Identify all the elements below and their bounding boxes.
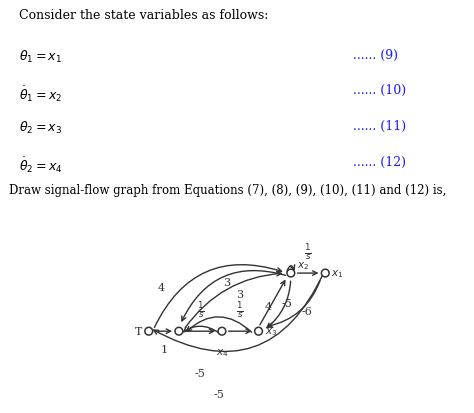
Circle shape: [175, 328, 183, 335]
Circle shape: [255, 328, 263, 335]
Text: -5: -5: [281, 298, 292, 308]
Text: Draw signal-flow graph from Equations (7), (8), (9), (10), (11) and (12) is,: Draw signal-flow graph from Equations (7…: [9, 183, 447, 196]
Text: 3: 3: [223, 278, 230, 287]
Text: $x_3$: $x_3$: [264, 325, 277, 337]
Text: 1: 1: [160, 344, 167, 354]
Text: 3: 3: [237, 289, 244, 299]
Text: T: T: [135, 326, 142, 336]
Text: $\dot{\theta}_1 = x_2$: $\dot{\theta}_1 = x_2$: [19, 84, 62, 104]
Circle shape: [287, 270, 295, 277]
Text: $x_2$: $x_2$: [297, 259, 309, 271]
Text: ...... (10): ...... (10): [353, 84, 406, 97]
Text: $\theta_2 = x_3$: $\theta_2 = x_3$: [19, 120, 62, 135]
Text: $\frac{1}{s}$: $\frac{1}{s}$: [304, 242, 312, 263]
FancyArrowPatch shape: [287, 265, 295, 271]
FancyArrowPatch shape: [182, 271, 285, 321]
Text: $\theta_1 = x_1$: $\theta_1 = x_1$: [19, 48, 62, 64]
FancyArrowPatch shape: [155, 265, 282, 328]
Text: $\dot{\theta}_2 = x_4$: $\dot{\theta}_2 = x_4$: [19, 155, 62, 175]
FancyArrowPatch shape: [267, 281, 291, 328]
Text: ...... (12): ...... (12): [353, 155, 406, 168]
FancyArrowPatch shape: [183, 326, 219, 333]
Text: -5: -5: [195, 368, 206, 378]
Text: Consider the state variables as follows:: Consider the state variables as follows:: [19, 9, 268, 22]
Text: $x_1$: $x_1$: [331, 268, 344, 279]
Circle shape: [145, 328, 153, 335]
Text: $\frac{1}{s}$: $\frac{1}{s}$: [237, 300, 244, 320]
FancyArrowPatch shape: [187, 317, 252, 332]
Circle shape: [321, 270, 329, 277]
Text: $\frac{1}{s}$: $\frac{1}{s}$: [197, 300, 204, 320]
FancyArrowPatch shape: [268, 281, 320, 328]
Text: ...... (11): ...... (11): [353, 120, 406, 133]
Text: -6: -6: [301, 307, 312, 317]
Text: ...... (9): ...... (9): [353, 48, 398, 62]
FancyArrowPatch shape: [154, 273, 324, 351]
Text: 4: 4: [157, 282, 164, 292]
Text: 4: 4: [265, 302, 272, 312]
Circle shape: [218, 328, 226, 335]
FancyArrowPatch shape: [185, 272, 281, 328]
Text: $x_4$: $x_4$: [216, 347, 228, 358]
Text: -5: -5: [213, 389, 224, 399]
